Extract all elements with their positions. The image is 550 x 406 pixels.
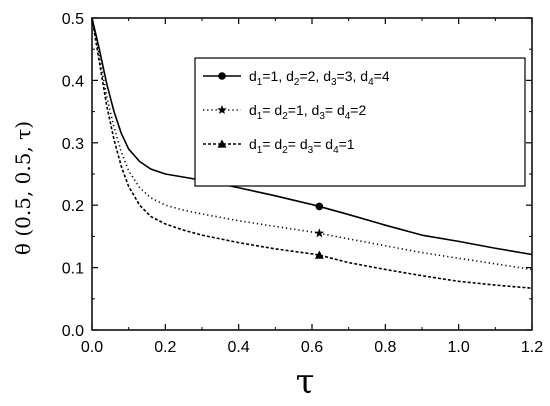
legend-marker-3: [217, 139, 227, 148]
legend-text-part: = d: [325, 102, 345, 118]
legend-text-part: = d: [262, 136, 282, 152]
legend-text-part: = d: [313, 136, 333, 152]
legend-marker-1: [218, 72, 226, 80]
y-tick-label: 0.4: [62, 73, 84, 90]
legend-label-1: d1=1, d2=2, d3=3, d4=4: [249, 68, 390, 88]
x-tick-label: 0.4: [228, 339, 250, 356]
legend-subscript: 4: [368, 77, 374, 88]
legend: d1=1, d2=2, d3=3, d4=4d1= d2=1, d3= d4=2…: [194, 57, 526, 187]
legend-subscript: 1: [257, 111, 263, 122]
x-tick-label: 0.0: [81, 339, 103, 356]
legend-subscript: 2: [294, 77, 300, 88]
legend-text-part: =2: [350, 102, 366, 118]
x-tick-label: 0.6: [301, 339, 323, 356]
legend-subscript: 4: [345, 111, 351, 122]
axis-ticks: 0.0 0.2 0.4 0.6 0.8 1.0 1.2 0.0 0.1 0.2 0.3 0.4 0.5: [62, 11, 543, 356]
x-tick-label: 1.0: [448, 339, 470, 356]
y-tick-label: 0.5: [62, 11, 84, 28]
x-axis-label: τ: [296, 362, 315, 402]
legend-subscript: 1: [257, 145, 263, 156]
legend-subscript: 1: [257, 77, 263, 88]
legend-subscript: 4: [333, 145, 339, 156]
legend-text-part: = d: [288, 136, 308, 152]
y-tick-label: 0.3: [62, 136, 84, 153]
legend-text-part: =1, d: [288, 102, 320, 118]
x-tick-label: 0.8: [374, 339, 396, 356]
legend-text-part: =1, d: [262, 68, 294, 84]
legend-subscript: 2: [282, 111, 288, 122]
series-line-1: [91, 17, 533, 256]
legend-box: [194, 57, 526, 187]
x-tick-label: 1.2: [521, 339, 543, 356]
y-axis-label: θ (0.5, 0.5, τ): [11, 121, 35, 255]
x-tick-label: 0.2: [154, 339, 176, 356]
legend-label-2: d1= d2=1, d3= d4=2: [249, 102, 366, 122]
series-line-3: [91, 17, 533, 289]
legend-text-part: =4: [374, 68, 390, 84]
legend-label-3: d1= d2= d3= d4=1: [249, 136, 355, 156]
legend-text-part: d: [249, 68, 257, 84]
y-tick-label: 0.1: [62, 261, 84, 278]
series-marker-3: [314, 250, 324, 259]
legend-marker-2: [217, 105, 227, 115]
legend-subscript: 3: [319, 111, 325, 122]
series-marker-2: [314, 228, 325, 238]
legend-text-part: d: [249, 136, 257, 152]
legend-text-part: = d: [262, 102, 282, 118]
legend-text-part: d: [249, 102, 257, 118]
y-tick-label: 0.0: [62, 323, 84, 340]
legend-text-part: =3, d: [337, 68, 369, 84]
y-tick-label: 0.2: [62, 198, 84, 215]
legend-subscript: 3: [308, 145, 314, 156]
legend-subscript: 2: [282, 145, 288, 156]
legend-text-part: =2, d: [299, 68, 331, 84]
legend-text-part: =1: [339, 136, 355, 152]
legend-subscript: 3: [331, 77, 337, 88]
series-marker-1: [315, 202, 324, 211]
